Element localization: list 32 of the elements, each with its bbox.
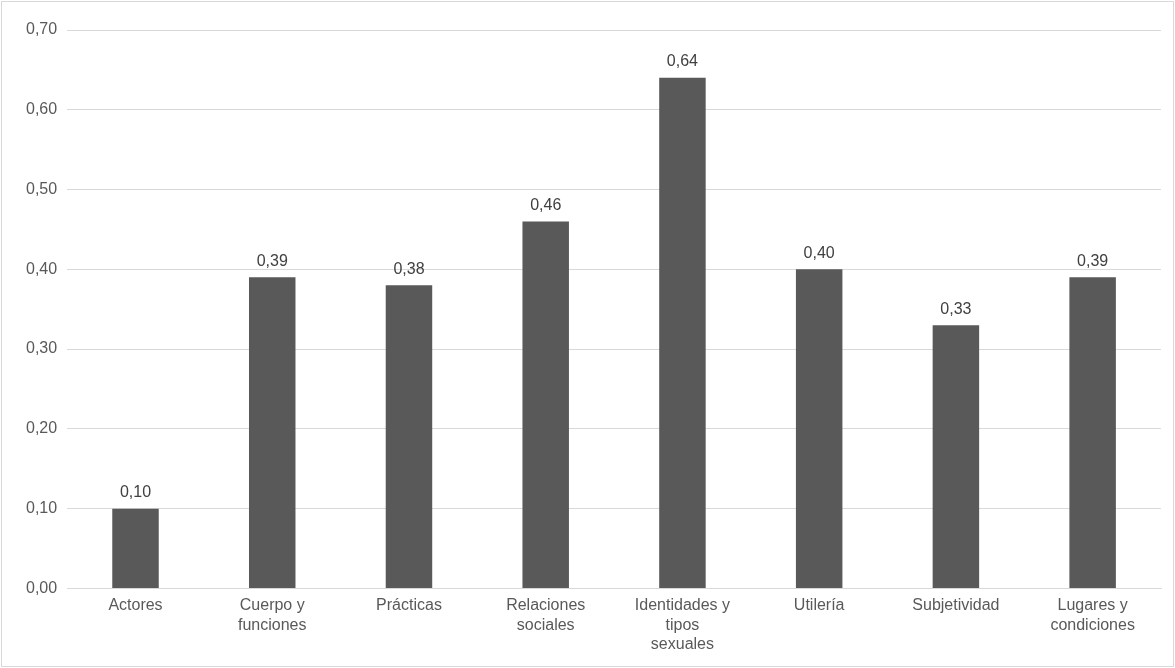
- x-tick-label: Relaciones sociales: [506, 596, 586, 633]
- data-label: 0,40: [803, 243, 835, 261]
- bar: [932, 325, 980, 588]
- y-tick-label: 0,70: [26, 20, 58, 38]
- data-label: 0,10: [119, 483, 152, 501]
- bar: [385, 285, 433, 588]
- data-label: 0,33: [940, 299, 972, 317]
- bar: [522, 221, 569, 588]
- x-tick-label: Subjetividad: [912, 596, 1000, 614]
- y-tick-label: 0,10: [26, 499, 58, 517]
- bar: [659, 77, 706, 588]
- data-label: 0,39: [1077, 251, 1109, 269]
- x-tick-label: Prácticas: [376, 596, 442, 614]
- y-tick-label: 0,40: [26, 259, 58, 277]
- data-label: 0,39: [256, 251, 288, 269]
- bar: [112, 508, 159, 588]
- x-tick-label: Cuerpo y funciones: [237, 596, 307, 633]
- x-tick-label: Actores: [108, 596, 163, 614]
- x-tick-label: Lugares y condiciones: [1050, 596, 1135, 633]
- data-label: 0,64: [666, 52, 699, 70]
- bar: [1069, 277, 1116, 588]
- bar: [249, 277, 296, 588]
- x-tick-label: Identidades y tipos sexuales: [634, 596, 731, 652]
- x-tick-label: Utilería: [793, 596, 845, 614]
- y-tick-label: 0,60: [26, 100, 58, 118]
- y-tick-label: 0,20: [26, 419, 58, 437]
- y-tick-label: 0,00: [26, 578, 58, 596]
- y-tick-label: 0,30: [26, 339, 58, 357]
- data-label: 0,46: [530, 195, 562, 213]
- data-label: 0,38: [393, 259, 425, 277]
- y-tick-label: 0,50: [26, 179, 58, 197]
- bar: [795, 269, 843, 588]
